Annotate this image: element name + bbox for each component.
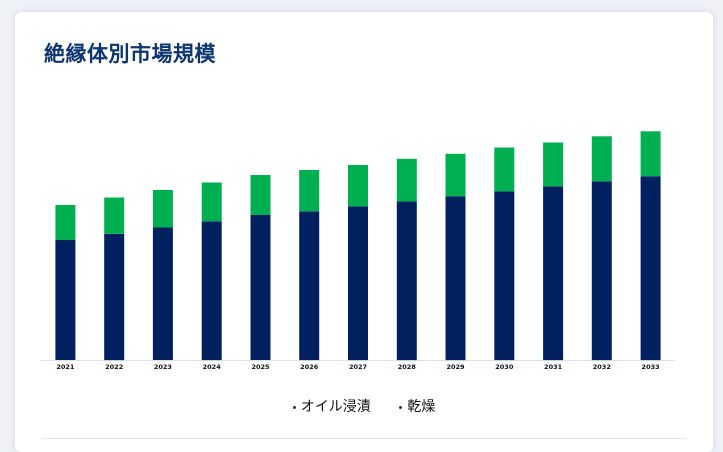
bar-dry-2028[interactable] [396, 158, 417, 202]
x-tick-label: 2029 [446, 363, 465, 371]
bar-dry-2029[interactable] [445, 153, 466, 197]
bar-dry-2033[interactable] [640, 131, 661, 177]
x-tick-label: 2027 [349, 363, 367, 371]
bar-dry-2027[interactable] [348, 165, 368, 207]
bar-dry-2025[interactable] [250, 175, 271, 215]
x-tick-label: 2032 [593, 363, 611, 371]
chart-legend: オイル浸漬 乾燥 [15, 396, 713, 416]
legend-item-dry[interactable]: 乾燥 [399, 396, 435, 416]
bar-dry-2031[interactable] [543, 142, 564, 187]
bar-dry-2023[interactable] [152, 190, 173, 228]
x-tick-label: 2026 [300, 363, 319, 371]
bar-dry-2032[interactable] [591, 136, 612, 182]
bar-dry-2022[interactable] [104, 197, 125, 234]
bar-dry-2030[interactable] [494, 147, 515, 192]
bar-oil-immersed-2022[interactable] [104, 233, 125, 361]
card-divider [42, 438, 686, 439]
bar-dry-2026[interactable] [299, 170, 320, 212]
x-tick-label: 2021 [56, 363, 75, 371]
bar-oil-immersed-2031[interactable] [543, 186, 564, 361]
legend-bullet-icon [292, 405, 296, 409]
bar-oil-immersed-2030[interactable] [494, 191, 515, 361]
x-tick-label: 2025 [251, 363, 270, 371]
bar-dry-2021[interactable] [55, 205, 76, 240]
bar-oil-immersed-2028[interactable] [396, 201, 417, 361]
bar-oil-immersed-2021[interactable] [55, 240, 76, 360]
bar-oil-immersed-2032[interactable] [591, 181, 612, 361]
bar-chart: 2021 2022 2023 2024 2025 2026 2027 2028 2029 2030… [41, 131, 675, 371]
x-tick-label: 2030 [495, 363, 514, 371]
bar-oil-immersed-2027[interactable] [348, 206, 368, 361]
bar-oil-immersed-2025[interactable] [250, 215, 271, 360]
chart-card: 絶縁体別市場規模 2021 2022 2023 2024 2025 2026 2027 202… [15, 12, 713, 452]
x-tick-label: 2031 [544, 363, 563, 371]
bar-oil-immersed-2026[interactable] [299, 211, 320, 361]
bar-oil-immersed-2029[interactable] [445, 196, 466, 361]
bar-oil-immersed-2023[interactable] [152, 227, 173, 361]
chart-title: 絶縁体別市場規模 [44, 42, 216, 66]
x-tick-label: 2023 [154, 363, 172, 371]
legend-label-dry: 乾燥 [407, 399, 436, 415]
x-tick-label: 2022 [105, 363, 123, 371]
x-tick-label: 2024 [203, 363, 222, 371]
x-tick-label: 2028 [398, 363, 417, 371]
bar-oil-immersed-2024[interactable] [201, 221, 222, 361]
legend-label-oil: オイル浸漬 [300, 399, 371, 415]
legend-bullet-icon [399, 405, 403, 409]
bar-dry-2024[interactable] [201, 182, 222, 222]
legend-item-oil[interactable]: オイル浸漬 [292, 396, 371, 416]
bar-oil-immersed-2033[interactable] [640, 176, 661, 361]
x-tick-label: 2033 [642, 363, 660, 371]
